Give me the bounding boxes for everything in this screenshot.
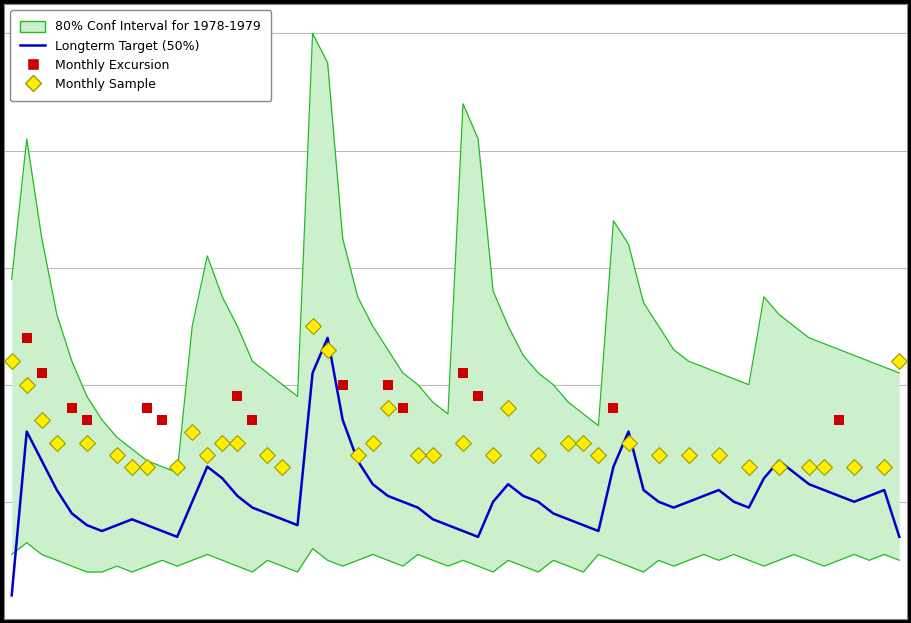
Point xyxy=(486,450,500,460)
Legend: 80% Conf Interval for 1978-1979, Longterm Target (50%), Monthly Excursion, Month: 80% Conf Interval for 1978-1979, Longter… xyxy=(10,11,271,101)
Point xyxy=(79,415,94,425)
Point xyxy=(591,450,606,460)
Point xyxy=(561,438,576,448)
Point xyxy=(395,403,410,413)
Point xyxy=(185,427,200,437)
Point xyxy=(471,391,486,401)
Point xyxy=(35,415,49,425)
Point xyxy=(245,415,260,425)
Point xyxy=(772,462,786,472)
Point xyxy=(230,438,245,448)
Point xyxy=(19,379,34,389)
Point xyxy=(65,403,79,413)
Point xyxy=(877,462,892,472)
Point xyxy=(621,438,636,448)
Point xyxy=(742,462,756,472)
Point xyxy=(125,462,139,472)
Point xyxy=(261,450,275,460)
Point xyxy=(335,379,350,389)
Point xyxy=(79,438,94,448)
Point xyxy=(365,438,380,448)
Point xyxy=(802,462,816,472)
Point xyxy=(892,356,906,366)
Point xyxy=(576,438,590,448)
Point xyxy=(606,403,620,413)
Point xyxy=(411,450,425,460)
Point xyxy=(425,450,440,460)
Point xyxy=(139,462,154,472)
Point xyxy=(169,462,184,472)
Point xyxy=(651,450,666,460)
Point xyxy=(215,438,230,448)
Point xyxy=(275,462,290,472)
Point xyxy=(381,379,395,389)
Point xyxy=(19,333,34,343)
Point xyxy=(832,415,846,425)
Point xyxy=(109,450,124,460)
Point xyxy=(230,391,245,401)
Point xyxy=(681,450,696,460)
Point xyxy=(531,450,546,460)
Point xyxy=(200,450,215,460)
Point xyxy=(351,450,365,460)
Point xyxy=(139,403,154,413)
Point xyxy=(155,415,169,425)
Point xyxy=(49,438,64,448)
Point xyxy=(817,462,832,472)
Point xyxy=(847,462,862,472)
Point xyxy=(711,450,726,460)
Point xyxy=(35,368,49,378)
Point xyxy=(321,345,335,354)
Point xyxy=(305,321,320,331)
Point xyxy=(501,403,516,413)
Point xyxy=(456,438,470,448)
Point xyxy=(456,368,470,378)
Point xyxy=(5,356,19,366)
Point xyxy=(381,403,395,413)
